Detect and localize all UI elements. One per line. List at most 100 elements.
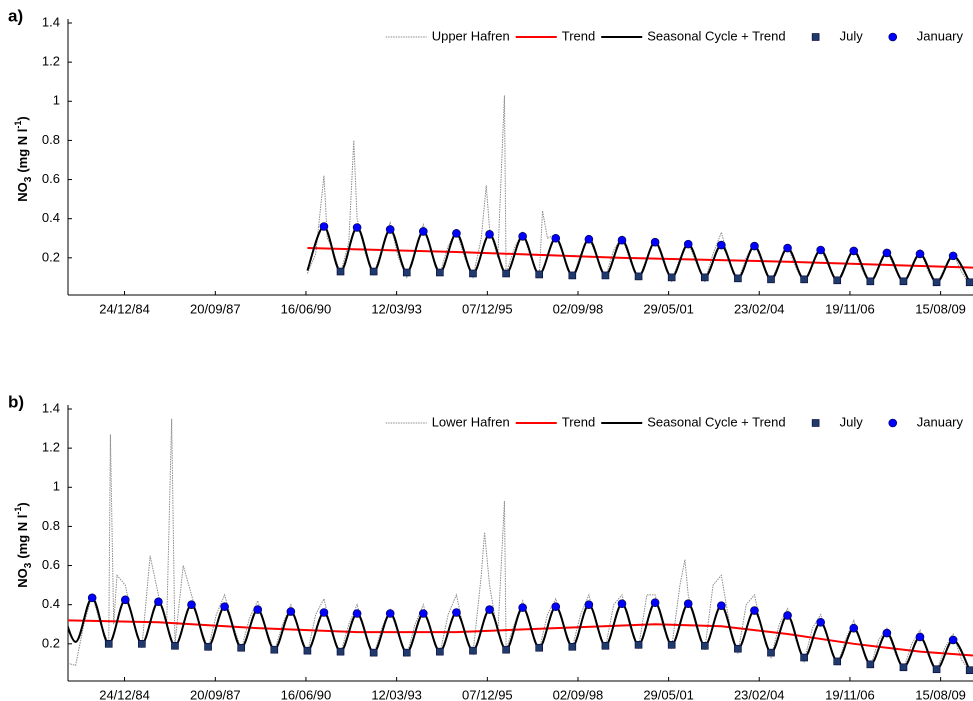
july-marker: [767, 648, 775, 657]
january-marker: [452, 608, 461, 617]
july-marker: [866, 277, 875, 286]
x-tick-label: 02/09/98: [553, 687, 604, 701]
january-marker: [419, 227, 428, 236]
y-axis-label-part: (mg N l: [15, 129, 30, 173]
january-marker: [154, 597, 163, 607]
x-tick-label: 12/03/93: [371, 301, 422, 316]
january-marker: [750, 241, 759, 251]
y-tick-label: 1.2: [42, 440, 60, 455]
january-marker: [783, 611, 792, 620]
july-marker: [436, 268, 444, 277]
january-marker: [882, 248, 892, 258]
july-marker: [336, 647, 345, 656]
january-marker: [915, 249, 925, 259]
x-tick-label: 02/09/98: [553, 301, 604, 316]
y-axis-label-part: ): [15, 502, 30, 506]
plot-area: [306, 95, 973, 287]
x-tick-label: 15/08/09: [915, 687, 966, 701]
july-marker: [402, 648, 411, 657]
y-axis-label-part: (mg N l: [15, 515, 30, 559]
july-marker: [932, 278, 941, 287]
january-marker: [518, 603, 527, 612]
july-marker: [634, 272, 643, 281]
series-line: [68, 619, 973, 657]
y-axis-label-part: ): [15, 116, 30, 120]
x-tick-label: 23/02/04: [734, 301, 785, 316]
july-marker: [667, 640, 676, 649]
x-tick-label: 29/05/01: [643, 301, 694, 316]
july-marker: [568, 642, 577, 651]
july-marker: [800, 653, 808, 662]
x-tick-label: 12/03/93: [371, 687, 422, 701]
july-marker: [634, 640, 643, 649]
july-marker: [369, 648, 378, 657]
legend-swatch: [888, 32, 898, 42]
july-marker: [899, 663, 908, 672]
january-marker: [120, 595, 130, 605]
july-marker: [568, 271, 577, 280]
x-tick-label: 16/06/90: [281, 687, 332, 701]
legend: January July Seasonal Cycle + Trend Trend Lo…: [385, 414, 963, 429]
january-marker: [419, 609, 428, 618]
july-marker: [866, 660, 875, 669]
legend-label: January: [917, 28, 964, 43]
legend-label: July: [840, 28, 864, 43]
y-axis-label-part: -1: [13, 507, 23, 515]
july-marker: [204, 642, 212, 651]
january-marker: [882, 628, 892, 638]
y-axis-label-part: -1: [13, 121, 23, 129]
january-marker: [551, 233, 561, 243]
y-tick-label: 1.4: [42, 400, 60, 415]
y-tick-label: 1: [53, 479, 60, 494]
july-marker: [833, 276, 842, 285]
panel-label: b): [8, 392, 24, 411]
legend-label: Lower Hafren: [432, 414, 510, 429]
january-marker: [584, 234, 594, 244]
july-marker: [899, 277, 908, 286]
panel: a) NO3 (mg N l-1) 0.2 0.4 0.6 0.8 1 1.2 1.4 24/12/…: [8, 6, 973, 316]
july-marker: [700, 273, 709, 282]
july-marker: [469, 269, 477, 278]
january-marker: [783, 243, 792, 253]
july-marker: [171, 641, 179, 650]
january-marker: [551, 602, 561, 611]
x-tick-label: 24/12/84: [99, 301, 150, 316]
legend-label: July: [840, 414, 864, 429]
y-axis-label-part: NO: [15, 568, 30, 588]
legend-label: Trend: [562, 28, 595, 43]
series-line: [307, 247, 973, 269]
july-marker: [502, 269, 510, 278]
january-marker: [485, 230, 494, 239]
x-tick-label: 07/12/95: [462, 301, 513, 316]
panel-label: a): [8, 6, 23, 25]
july-marker: [535, 643, 544, 652]
y-axis-label-part: 3: [23, 176, 34, 182]
y-axis-label-part: 3: [23, 562, 34, 568]
january-marker: [717, 240, 726, 250]
january-marker: [319, 222, 329, 231]
legend-swatch: [811, 419, 820, 427]
y-tick-label: 1: [53, 93, 60, 108]
july-marker: [667, 273, 676, 282]
january-marker: [319, 608, 329, 617]
x-tick-label: 20/09/87: [190, 687, 241, 701]
panel: b) NO3 (mg N l-1) 0.2 0.4 0.6 0.8 1 1.2 1.4 24/12/…: [8, 392, 973, 701]
july-marker: [767, 275, 775, 284]
y-axis-label-part: NO: [15, 182, 30, 202]
july-marker: [965, 278, 973, 287]
january-marker: [948, 635, 958, 645]
january-marker: [650, 598, 660, 608]
y-tick-label: 0.8: [42, 518, 60, 533]
y-tick-label: 0.2: [42, 249, 60, 264]
x-tick-label: 16/06/90: [281, 301, 332, 316]
january-marker: [948, 251, 958, 261]
january-marker: [220, 602, 229, 611]
y-tick-label: 1.4: [42, 14, 60, 29]
july-marker: [833, 657, 842, 666]
january-marker: [385, 225, 395, 234]
x-tick-label: 19/11/06: [825, 687, 875, 701]
july-marker: [270, 645, 279, 654]
january-marker: [352, 609, 362, 618]
x-tick-label: 07/12/95: [462, 687, 513, 701]
